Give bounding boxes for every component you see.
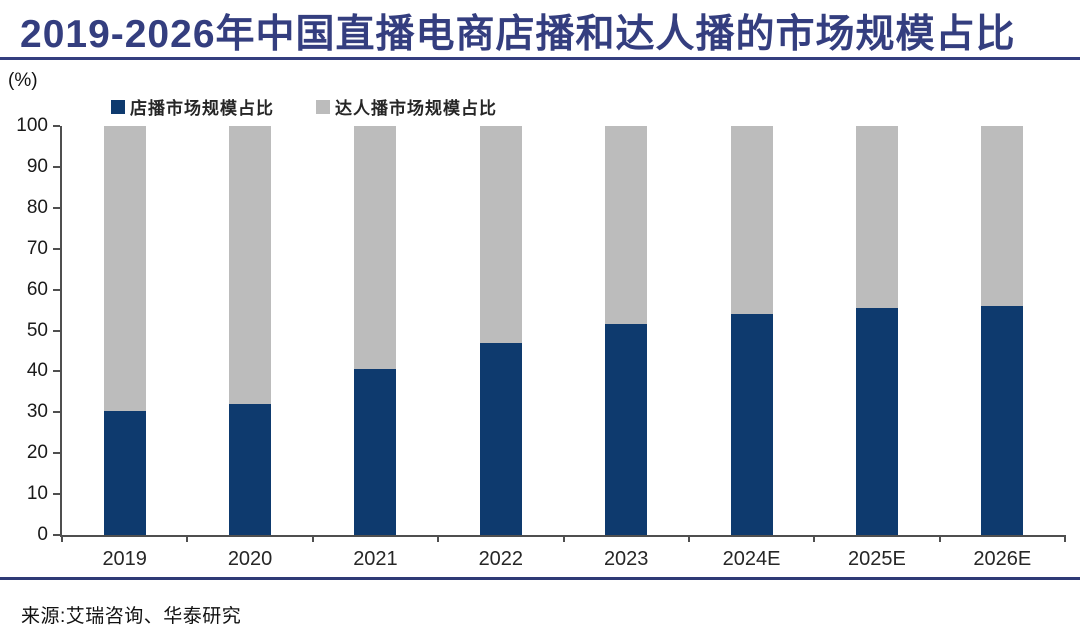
x-axis-tick-3 [437,535,440,542]
y-axis-tick-label-20: 20 [26,442,48,464]
y-axis-line [60,126,62,535]
bar-2024E [730,126,773,535]
x-axis-label-2024E: 2024E [722,548,781,570]
y-axis-tick-label-10: 10 [26,483,48,505]
bar-2020 [229,126,272,535]
bar-2021-influencer-segment [354,126,397,369]
legend-swatch-store-broadcast [111,99,125,114]
y-axis-tick-label-100: 100 [16,115,48,136]
bar-2024E-influencer-segment [730,126,773,315]
bar-2019-store-segment [103,410,146,535]
x-axis-label-2026E: 2026E [973,548,1032,570]
y-axis-unit-label: (%) [8,70,38,91]
y-axis-tick-40 [53,370,60,373]
bar-2022 [479,126,522,535]
y-axis-tick-label-90: 90 [26,155,48,177]
bar-2026E-influencer-segment [981,126,1024,306]
bar-2022-influencer-segment [479,126,522,343]
bar-2021-store-segment [354,368,397,535]
y-axis-tick-60 [53,288,60,291]
bottom-rule [0,577,1080,580]
chart-title: 2019-2026年中国直播电商店播和达人播的市场规模占比 [20,13,1016,56]
x-axis-tick-5 [687,535,690,542]
plot-area: 0 10 20 30 40 50 60 70 80 90 100 2019 2020 2021 2022 20… [16,115,1066,570]
bar-2019-influencer-segment [103,126,146,411]
bar-2020-influencer-segment [229,126,272,405]
y-axis-tick-label-80: 80 [26,196,48,218]
bar-2026E [981,126,1024,535]
y-axis-tick-label-60: 60 [26,278,48,300]
x-axis-label-2021: 2021 [353,548,398,570]
y-axis-tick-70 [53,247,60,250]
bar-2022-store-segment [479,342,522,535]
legend-label-influencer-broadcast: 达人播市场规模占比 [335,99,497,118]
y-axis-tick-30 [53,411,60,414]
bar-2023 [605,126,648,535]
bar-2023-influencer-segment [605,126,648,324]
bar-2025E-influencer-segment [855,126,898,309]
bar-2023-store-segment [605,323,648,535]
y-axis-tick-0 [53,534,60,536]
x-axis-label-2020: 2020 [227,548,273,570]
x-axis-tick-8 [1064,535,1066,542]
y-axis-tick-label-30: 30 [26,401,48,423]
y-axis-tick-90 [53,165,60,168]
bar-2019 [103,126,146,535]
y-axis-tick-label-70: 70 [26,237,48,259]
legend-item-store-broadcast: 店播市场规模占比 [111,94,274,119]
bar-2020-store-segment [229,404,272,535]
x-axis-label-2025E: 2025E [848,548,906,570]
x-axis-label-2023: 2023 [603,548,649,570]
bar-2025E [855,126,898,535]
y-axis-tick-label-40: 40 [26,360,48,382]
bar-2021 [354,126,397,535]
y-axis-tick-80 [53,206,60,209]
x-axis-tick-2 [311,535,314,542]
y-axis-tick-100 [53,125,60,127]
x-axis-tick-4 [562,535,565,542]
y-axis-tick-label-0: 0 [37,524,48,545]
legend-item-influencer-broadcast: 达人播市场规模占比 [316,94,497,119]
legend-swatch-influencer-broadcast [316,99,330,114]
title-underline [0,57,1080,60]
x-axis-tick-1 [186,535,189,542]
bar-2026E-store-segment [981,305,1024,535]
y-axis-tick-20 [53,452,60,455]
y-axis-tick-10 [53,493,60,496]
legend-label-store-broadcast: 店播市场规模占比 [130,99,274,118]
y-axis-tick-label-50: 50 [26,319,48,341]
x-axis-label-2022: 2022 [478,548,524,570]
x-axis-tick-7 [938,535,941,542]
x-axis-label-2019: 2019 [102,548,147,570]
y-axis-tick-50 [53,329,60,332]
x-axis-tick-0 [61,535,63,542]
source-note: 来源:艾瑞咨询、华泰研究 [21,606,242,627]
bar-2025E-store-segment [855,308,898,535]
bar-2024E-store-segment [730,314,773,535]
x-axis-tick-6 [813,535,816,542]
chart-legend: 店播市场规模占比 达人播市场规模占比 [111,94,497,119]
